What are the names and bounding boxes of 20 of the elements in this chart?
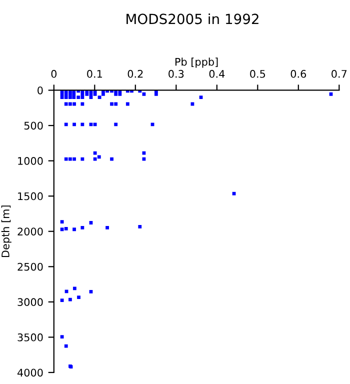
- chart-title: MODS2005 in 1992: [126, 13, 258, 24]
- x-tick-label: 0.3: [168, 70, 184, 78]
- x-tick-label: 0.1: [87, 70, 102, 78]
- y-tick-label: 3000: [18, 298, 43, 306]
- y-tick-label: 1500: [18, 192, 43, 200]
- x-tick-label: 0.6: [290, 70, 306, 78]
- y-tick-label: 2000: [18, 228, 43, 236]
- x-tick-label: 0.2: [128, 70, 143, 78]
- y-tick-label: 4000: [17, 368, 43, 377]
- x-tick-label: 0.4: [209, 70, 225, 78]
- x-tick-label: 0: [51, 70, 57, 78]
- x-tick-label: 0.7: [332, 70, 347, 78]
- y-tick-label: 0: [38, 86, 43, 94]
- y-tick-label: 2500: [18, 262, 43, 271]
- y-tick-label: 1000: [18, 157, 43, 165]
- x-tick-label: 0.5: [250, 70, 266, 78]
- y-tick-label: 3500: [18, 333, 43, 342]
- y-tick-label: 500: [24, 122, 43, 130]
- y-axis-title: Depth [m]: [1, 206, 12, 257]
- x-axis-title: Pb [ppb]: [175, 58, 218, 68]
